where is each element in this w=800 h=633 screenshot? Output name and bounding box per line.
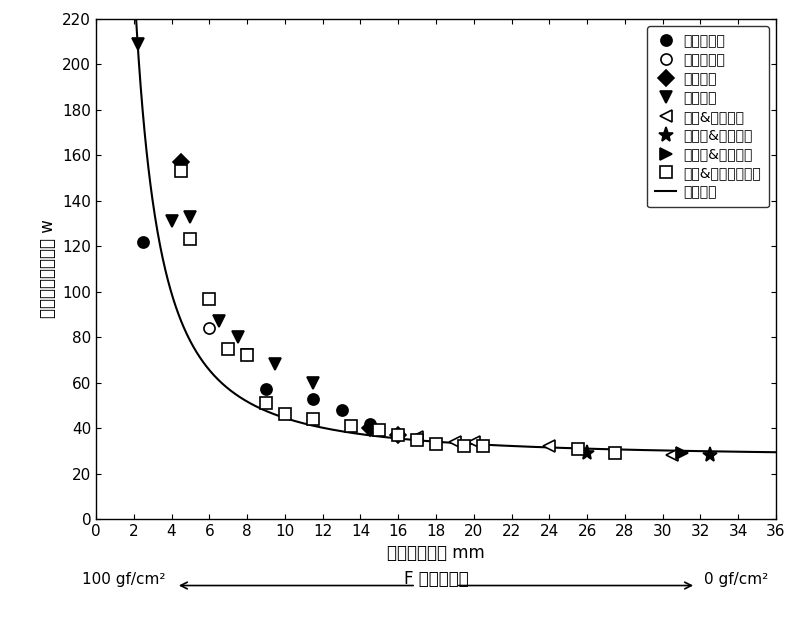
Text: F 压缩作用力: F 压缩作用力 bbox=[404, 570, 468, 588]
X-axis label: 承压絮片厅度 mm: 承压絮片厅度 mm bbox=[387, 544, 485, 563]
Text: 0 gf/cm²: 0 gf/cm² bbox=[704, 572, 768, 587]
Text: 100 gf/cm²: 100 gf/cm² bbox=[82, 572, 166, 587]
Legend: 绵羊绒絮片, 牽牛绒絮片, 兔绒絮片, 骆绒絮片, 骆绒&鸭绒絮片, 绵羊绒&鸭绒絮片, 牽牛绒&鸭绒絮片, 木棉&鸭绒系列絮片, 拟合曲线: 绵羊绒絮片, 牽牛绒絮片, 兔绒絮片, 骆绒絮片, 骆绒&鸭绒絮片, 绵羊绒&鸭… bbox=[647, 26, 769, 208]
Y-axis label: 平方米传导散热量 w: 平方米传导散热量 w bbox=[38, 220, 57, 318]
